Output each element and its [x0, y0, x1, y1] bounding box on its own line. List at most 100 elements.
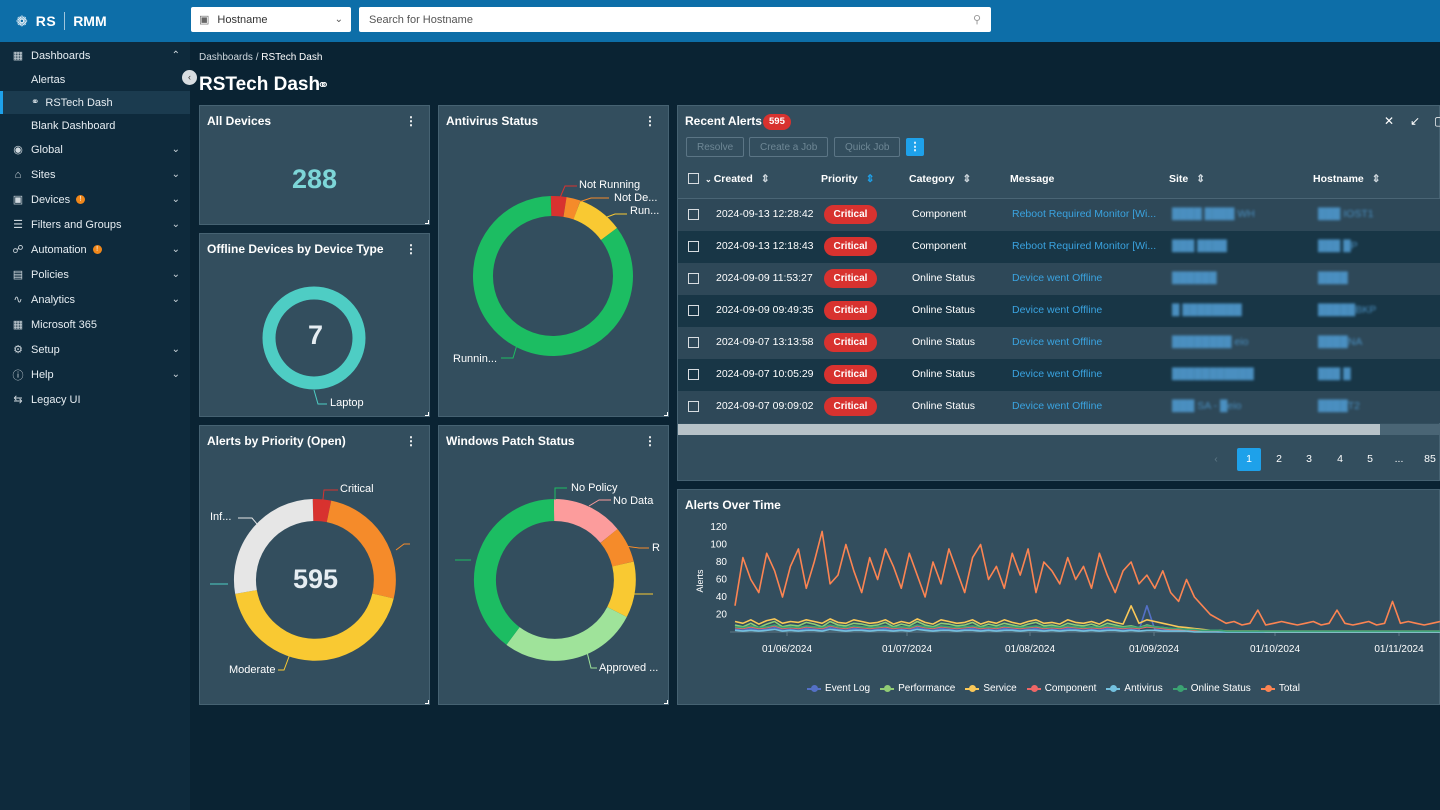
donut-segment-not-detected[interactable]	[563, 197, 581, 220]
donut-segment-laptop[interactable]	[262, 286, 366, 390]
device-count[interactable]: 288	[291, 164, 338, 194]
sort-icon[interactable]: ⇕	[865, 173, 875, 185]
donut-segment-critical[interactable]	[312, 498, 332, 523]
donut-segment-moderate[interactable]	[235, 589, 394, 661]
page-button-2[interactable]: 2	[1276, 453, 1282, 465]
site-cell[interactable]: ██████	[1172, 272, 1217, 284]
column-header-hostname[interactable]: Hostname ⇕	[1313, 173, 1381, 185]
legend-item[interactable]: Component	[1026, 683, 1096, 694]
sort-icon[interactable]: ⇕	[1196, 173, 1206, 185]
prev-page-button[interactable]: ‹	[1214, 453, 1218, 465]
row-checkbox[interactable]	[688, 369, 699, 380]
row-checkbox[interactable]	[688, 209, 699, 220]
series-line-antivirus[interactable]	[734, 628, 1440, 633]
legend-item[interactable]: Event Log	[807, 683, 870, 694]
column-header-message[interactable]: Message	[1010, 173, 1055, 185]
kebab-menu-icon[interactable]: ⋮	[644, 434, 656, 448]
legend-item[interactable]: Online Status	[1172, 683, 1251, 694]
resize-handle[interactable]	[664, 412, 668, 416]
sidebar-item-automation[interactable]: ☍ Automation ! ⌄	[0, 237, 190, 262]
site-cell[interactable]: ████████ eio	[1172, 336, 1249, 348]
hostname-cell[interactable]: ████NA	[1318, 336, 1363, 348]
table-row[interactable]: 2024-09-09 11:53:27 Critical Online Status…	[678, 263, 1440, 295]
sidebar-subitem-alertas[interactable]: Alertas	[0, 68, 190, 91]
site-cell[interactable]: ███ SA - █eio	[1172, 400, 1242, 412]
series-line-online-status[interactable]	[734, 624, 1440, 632]
sidebar-item-policies[interactable]: ▤ Policies ⌄	[0, 262, 190, 287]
hostname-cell[interactable]: █████BKP	[1318, 304, 1377, 316]
sidebar-item-global[interactable]: ◉ Global ⌄	[0, 137, 190, 162]
sidebar-subitem-rstech-dash[interactable]: ⚭ RSTech Dash	[0, 91, 190, 114]
row-checkbox[interactable]	[688, 273, 699, 284]
table-row[interactable]: 2024-09-07 10:05:29 Critical Online Status…	[678, 359, 1440, 391]
hostname-cell[interactable]: ███ █P	[1318, 240, 1358, 252]
site-cell[interactable]: ████ ████ WH	[1172, 208, 1255, 220]
resolve-button[interactable]: Resolve	[686, 137, 745, 157]
create-job-button[interactable]: Create a Job	[749, 137, 829, 157]
search-icon[interactable]: ⚲	[972, 14, 981, 26]
sort-icon[interactable]: ⇕	[1371, 173, 1381, 185]
legend-item[interactable]: Service	[965, 683, 1017, 694]
table-row[interactable]: 2024-09-07 13:13:58 Critical Online Status…	[678, 327, 1440, 359]
hostname-cell[interactable]: ████T2	[1318, 400, 1361, 412]
legend-item[interactable]: Performance	[880, 683, 955, 694]
resize-handle[interactable]	[425, 220, 429, 224]
search-input[interactable]: Search for Hostname ⚲	[359, 7, 991, 32]
mute-icon[interactable]: ✕	[1384, 114, 1395, 128]
sidebar-subitem-blank-dashboard[interactable]: Blank Dashboard	[0, 114, 190, 137]
table-row[interactable]: 2024-09-13 12:28:42 Critical Component Rebo…	[678, 199, 1440, 231]
table-row[interactable]: 2024-09-13 12:18:43 Critical Component Rebo…	[678, 231, 1440, 263]
message-link[interactable]: Device went Offline	[1012, 400, 1103, 412]
message-link[interactable]: Device went Offline	[1012, 336, 1103, 348]
select-all-checkbox[interactable]	[688, 173, 699, 184]
column-header-priority[interactable]: Priority ⇕	[821, 173, 875, 185]
sidebar-item-microsoft-365[interactable]: ▦ Microsoft 365	[0, 312, 190, 337]
donut-segment-running[interactable]	[473, 196, 633, 356]
kebab-menu-icon[interactable]: ⋮	[644, 114, 656, 128]
row-checkbox[interactable]	[688, 305, 699, 316]
sidebar-item-devices[interactable]: ▣ Devices ! ⌄	[0, 187, 190, 212]
hostname-cell[interactable]: ███ IOST1	[1318, 208, 1374, 220]
page-button-5[interactable]: 5	[1367, 453, 1373, 465]
kebab-menu-icon[interactable]: ⋮	[405, 242, 417, 256]
series-line-total[interactable]	[734, 530, 1440, 626]
message-link[interactable]: Device went Offline	[1012, 304, 1103, 316]
resize-handle[interactable]	[664, 700, 668, 704]
donut-segment-running-outdated[interactable]	[573, 200, 618, 241]
quick-job-button[interactable]: Quick Job	[834, 137, 901, 157]
collapse-sidebar-button[interactable]: ‹	[182, 70, 197, 85]
legend-item[interactable]: Antivirus	[1106, 683, 1163, 694]
horizontal-scrollbar-thumb[interactable]	[678, 424, 1380, 435]
sidebar-item-dashboards[interactable]: ▦ Dashboards ⌃	[0, 43, 190, 68]
donut-segment-high[interactable]	[326, 500, 396, 599]
donut-segment-installed[interactable]	[474, 499, 555, 645]
page-button-1[interactable]: 1	[1237, 448, 1261, 471]
donut-segment-info[interactable]	[233, 499, 314, 594]
kebab-menu-icon[interactable]: ⋮	[405, 434, 417, 448]
resize-handle[interactable]	[425, 700, 429, 704]
row-checkbox[interactable]	[688, 401, 699, 412]
row-checkbox[interactable]	[688, 241, 699, 252]
column-header-site[interactable]: Site ⇕	[1169, 173, 1205, 185]
sidebar-item-legacy-ui[interactable]: ⇆ Legacy UI	[0, 387, 190, 412]
column-header-category[interactable]: Category ⇕	[909, 173, 971, 185]
donut-segment-no-data[interactable]	[600, 529, 634, 568]
page-button-last[interactable]: 85	[1424, 453, 1436, 465]
legend-item[interactable]: Total	[1260, 683, 1300, 694]
hostname-cell[interactable]: ████	[1318, 272, 1348, 284]
logo[interactable]: ❁ RS RMM	[0, 12, 190, 30]
donut-segment-no-policy[interactable]	[553, 498, 618, 544]
donut-segment-approved[interactable]	[506, 606, 627, 661]
sidebar-item-sites[interactable]: ⌂ Sites ⌄	[0, 162, 190, 187]
message-link[interactable]: Reboot Required Monitor [Wi...	[1012, 240, 1157, 252]
kebab-menu-icon[interactable]: ⋮	[405, 114, 417, 128]
site-cell[interactable]: ███ ████	[1172, 240, 1227, 252]
page-button-3[interactable]: 3	[1306, 453, 1312, 465]
message-link[interactable]: Device went Offline	[1012, 368, 1103, 380]
donut-segment-not-running[interactable]	[550, 195, 567, 217]
sidebar-item-analytics[interactable]: ∿ Analytics ⌄	[0, 287, 190, 312]
sidebar-item-help[interactable]: ⓘ Help ⌄	[0, 362, 190, 387]
breadcrumb-parent[interactable]: Dashboards /	[199, 52, 259, 63]
sidebar-item-setup[interactable]: ⚙ Setup ⌄	[0, 337, 190, 362]
delete-icon[interactable]: ▢	[1434, 114, 1440, 128]
